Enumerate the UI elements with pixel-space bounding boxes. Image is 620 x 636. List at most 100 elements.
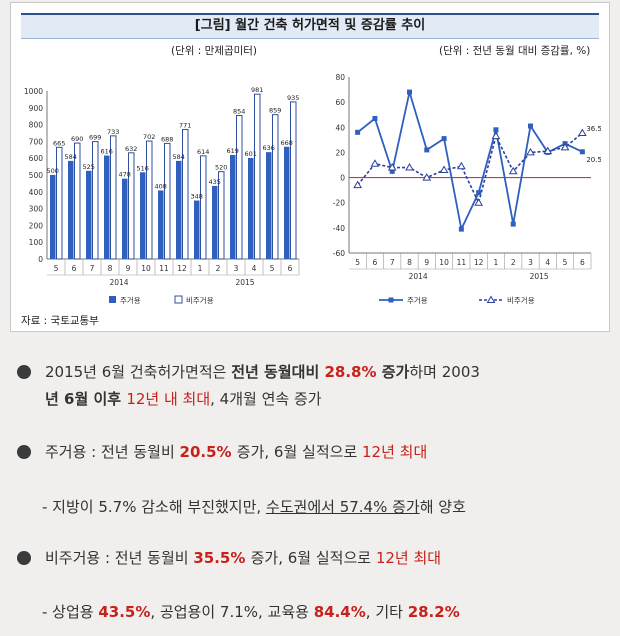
non-residential-point — [353, 180, 363, 189]
residential-bar — [266, 152, 272, 259]
residential-data-label: 516 — [137, 164, 149, 172]
non-residential-point — [508, 166, 518, 175]
year-label-2014: 2014 — [409, 272, 428, 281]
non-residential-bar — [56, 146, 63, 260]
year-label-2015: 2015 — [235, 278, 254, 287]
bullet-text-segment: 43.5% — [98, 603, 151, 621]
residential-data-label: 500 — [47, 167, 59, 175]
line-chart-unit: (단위 : 전년 동월 대비 증감률, %) — [439, 45, 591, 57]
y-tick-label: 80 — [335, 73, 345, 82]
x-tick-label: 1 — [198, 264, 203, 273]
y-tick-label: 60 — [335, 98, 345, 107]
non-residential-data-label: 665 — [53, 139, 65, 147]
residential-point — [476, 190, 482, 196]
legend-label-residential: 주거용 — [120, 296, 141, 305]
y-tick-label: -60 — [333, 249, 345, 258]
bullet-text-segment: 12년 최대 — [375, 549, 442, 567]
bullet-text-segment: 주거용 : 전년 동월비 — [45, 443, 180, 461]
non-residential-data-label: 702 — [143, 133, 155, 141]
y-tick-label: 100 — [29, 238, 44, 247]
residential-point — [493, 127, 499, 133]
non-residential-point — [543, 146, 553, 155]
residential-bar — [86, 170, 92, 259]
x-tick-label: 9 — [424, 258, 429, 267]
x-tick-label: 8 — [108, 264, 113, 273]
bullet-text-segment: , 4개월 연속 증가 — [210, 390, 322, 408]
non-residential-bar — [218, 171, 225, 260]
non-residential-data-label: 859 — [269, 107, 281, 115]
residential-data-label: 584 — [173, 153, 185, 161]
bullet-text-segment: 수도권에서 57.4% 증가 — [265, 498, 420, 516]
x-tick-label: 7 — [390, 258, 395, 267]
non-residential-data-label: 771 — [179, 121, 191, 129]
non-residential-point — [387, 163, 397, 171]
non-residential-data-label: 733 — [107, 128, 119, 136]
residential-bar — [194, 200, 200, 259]
non-residential-bar — [290, 101, 297, 260]
non-residential-bar — [146, 140, 153, 260]
residential-point — [389, 168, 395, 174]
non-residential-point — [474, 198, 484, 206]
residential-point — [407, 89, 412, 95]
x-tick-label: 6 — [72, 264, 77, 273]
bullet-line: - 상업용 43.5%, 공업용이 7.1%, 교육용 84.4%, 기타 28… — [42, 602, 460, 622]
x-tick-label: 6 — [373, 258, 378, 267]
y-tick-label: -20 — [333, 199, 345, 208]
x-tick-label: 8 — [407, 258, 412, 267]
x-tick-label: 1 — [494, 258, 499, 267]
bullet-text-segment: , 공업용이 7.1%, 교육용 — [150, 603, 314, 621]
x-tick-label: 12 — [474, 258, 484, 267]
residential-data-label: 636 — [263, 144, 275, 152]
x-tick-label: 6 — [580, 258, 585, 267]
residential-point — [458, 226, 464, 232]
bullet-text-segment: 12년 최대 — [362, 443, 428, 461]
y-tick-label: 200 — [29, 221, 44, 230]
bullet-text-segment: 증가 — [381, 363, 410, 381]
non-residential-bar — [74, 142, 81, 260]
y-tick-label: 800 — [29, 121, 44, 130]
residential-data-label: 525 — [83, 163, 95, 171]
x-tick-label: 2 — [216, 264, 221, 273]
residential-data-label: 668 — [281, 139, 293, 147]
non-residential-bar — [236, 115, 243, 260]
non-residential-bar — [182, 128, 189, 260]
non-residential-bar — [164, 142, 171, 260]
year-label-2014: 2014 — [109, 278, 128, 287]
legend-label-non-residential: 비주거용 — [186, 296, 214, 305]
residential-point — [510, 221, 516, 227]
non-residential-line — [357, 132, 583, 206]
residential-data-label: 601 — [245, 150, 257, 158]
residential-bar — [248, 158, 254, 259]
y-tick-label: 1000 — [24, 87, 43, 96]
non-residential-bar — [128, 152, 135, 260]
y-tick-label: 20 — [335, 148, 345, 157]
non-residential-bar — [200, 155, 207, 260]
bullet-text-segment: 28.8% — [324, 363, 382, 381]
y-tick-label: 700 — [29, 137, 44, 146]
y-tick-label: 500 — [29, 171, 44, 180]
non-residential-point — [439, 165, 449, 174]
non-residential-point — [491, 131, 501, 140]
x-tick-label: 3 — [234, 264, 239, 273]
non-residential-point — [456, 161, 466, 170]
bullet-line: 비주거용 : 전년 동월비 35.5% 증가, 6월 실적으로 12년 최대 — [45, 548, 441, 568]
x-tick-label: 5 — [54, 264, 59, 273]
bullet-text-segment: 전년 동월대비 — [231, 363, 325, 381]
bullet-dot — [17, 365, 31, 379]
x-tick-label: 11 — [159, 264, 169, 273]
residential-point — [355, 129, 361, 135]
y-tick-label: 300 — [29, 205, 44, 214]
non-residential-point — [560, 142, 570, 151]
bullet-text-segment: 20.5% — [179, 443, 237, 461]
non-residential-point — [577, 128, 587, 136]
bullet-text-segment: 해 양호 — [419, 498, 466, 516]
legend-marker-non-residential — [486, 295, 496, 303]
year-label-2015: 2015 — [530, 272, 549, 281]
x-tick-label: 2 — [511, 258, 516, 267]
residential-data-label: 348 — [191, 193, 203, 201]
non-residential-data-label: 981 — [251, 86, 263, 94]
x-tick-label: 10 — [141, 264, 151, 273]
bar-chart: 0100200300400500600700800900100050066555… — [24, 86, 300, 305]
residential-point — [528, 123, 533, 129]
